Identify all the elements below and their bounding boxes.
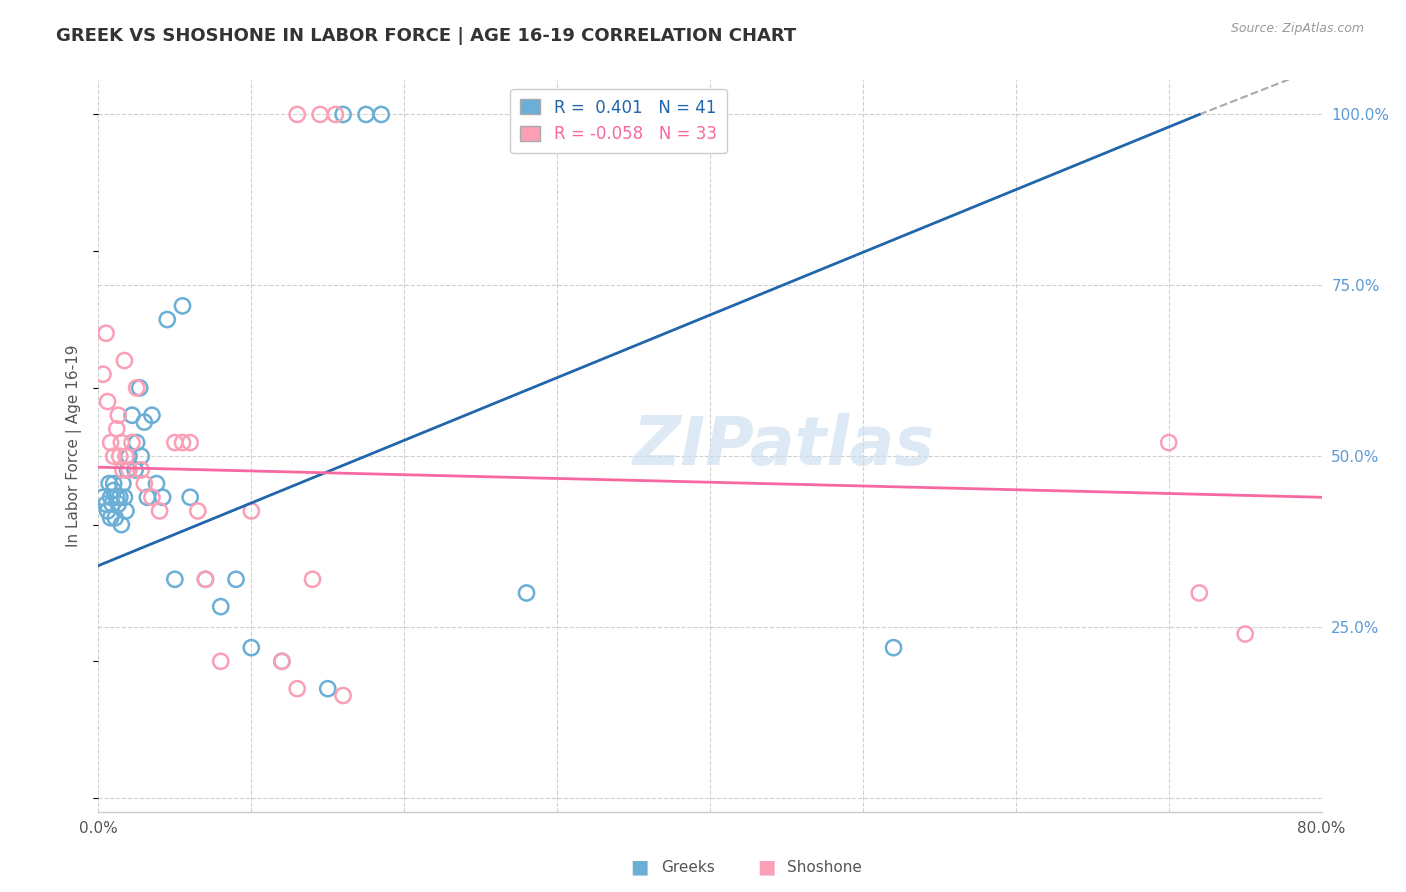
Point	[118, 463, 141, 477]
Point	[136, 490, 159, 504]
Point	[100, 490, 122, 504]
Point	[172, 435, 194, 450]
Point	[145, 476, 167, 491]
Point	[332, 107, 354, 121]
Point	[194, 572, 217, 586]
Point	[103, 476, 125, 491]
Point	[97, 504, 120, 518]
Point	[285, 681, 308, 696]
Point	[516, 586, 538, 600]
Point	[125, 435, 148, 450]
Point	[117, 463, 139, 477]
Point	[118, 449, 141, 463]
Point	[111, 476, 134, 491]
Point	[128, 381, 150, 395]
Point	[179, 435, 201, 450]
Point	[530, 107, 553, 121]
Point	[172, 299, 194, 313]
Point	[110, 435, 132, 450]
Point	[209, 654, 232, 668]
Point	[100, 510, 122, 524]
Text: ■: ■	[630, 857, 650, 877]
Point	[163, 435, 186, 450]
Point	[301, 572, 323, 586]
Text: Greeks: Greeks	[661, 860, 714, 874]
Y-axis label: In Labor Force | Age 16-19: In Labor Force | Age 16-19	[66, 344, 83, 548]
Point	[91, 368, 114, 382]
Point	[104, 510, 127, 524]
Point	[141, 409, 163, 423]
Point	[141, 490, 163, 504]
Point	[103, 483, 125, 498]
Point	[98, 476, 121, 491]
Point	[121, 409, 143, 423]
Point	[94, 326, 117, 341]
Point	[129, 463, 152, 477]
Point	[316, 681, 339, 696]
Text: ZIPatlas: ZIPatlas	[633, 413, 935, 479]
Point	[108, 490, 131, 504]
Point	[883, 640, 905, 655]
Point	[194, 572, 217, 586]
Point	[110, 517, 132, 532]
Point	[370, 107, 392, 121]
Point	[107, 497, 129, 511]
Point	[129, 449, 152, 463]
Text: ■: ■	[756, 857, 776, 877]
Point	[270, 654, 292, 668]
Point	[156, 312, 179, 326]
Point	[112, 353, 135, 368]
Point	[225, 572, 247, 586]
Point	[121, 435, 143, 450]
Point	[270, 654, 292, 668]
Point	[209, 599, 232, 614]
Point	[115, 504, 138, 518]
Point	[152, 490, 174, 504]
Text: Shoshone: Shoshone	[787, 860, 862, 874]
Point	[516, 107, 538, 121]
Point	[105, 422, 128, 436]
Legend: R =  0.401   N = 41, R = -0.058   N = 33: R = 0.401 N = 41, R = -0.058 N = 33	[510, 88, 727, 153]
Point	[97, 394, 120, 409]
Point	[115, 449, 138, 463]
Point	[309, 107, 332, 121]
Point	[354, 107, 377, 121]
Point	[91, 490, 114, 504]
Point	[111, 463, 134, 477]
Point	[332, 689, 354, 703]
Point	[187, 504, 209, 518]
Point	[100, 435, 122, 450]
Point	[285, 107, 308, 121]
Point	[94, 497, 117, 511]
Point	[134, 476, 156, 491]
Point	[325, 107, 347, 121]
Point	[125, 381, 148, 395]
Point	[240, 504, 263, 518]
Point	[101, 497, 124, 511]
Point	[103, 449, 125, 463]
Text: GREEK VS SHOSHONE IN LABOR FORCE | AGE 16-19 CORRELATION CHART: GREEK VS SHOSHONE IN LABOR FORCE | AGE 1…	[56, 27, 796, 45]
Point	[1157, 435, 1180, 450]
Point	[107, 409, 129, 423]
Point	[1188, 586, 1211, 600]
Point	[546, 107, 568, 121]
Point	[149, 504, 172, 518]
Point	[163, 572, 186, 586]
Text: Source: ZipAtlas.com: Source: ZipAtlas.com	[1230, 22, 1364, 36]
Point	[105, 490, 128, 504]
Point	[108, 449, 131, 463]
Point	[134, 415, 156, 429]
Point	[179, 490, 201, 504]
Point	[112, 490, 135, 504]
Point	[240, 640, 263, 655]
Point	[1234, 627, 1257, 641]
Point	[124, 463, 146, 477]
